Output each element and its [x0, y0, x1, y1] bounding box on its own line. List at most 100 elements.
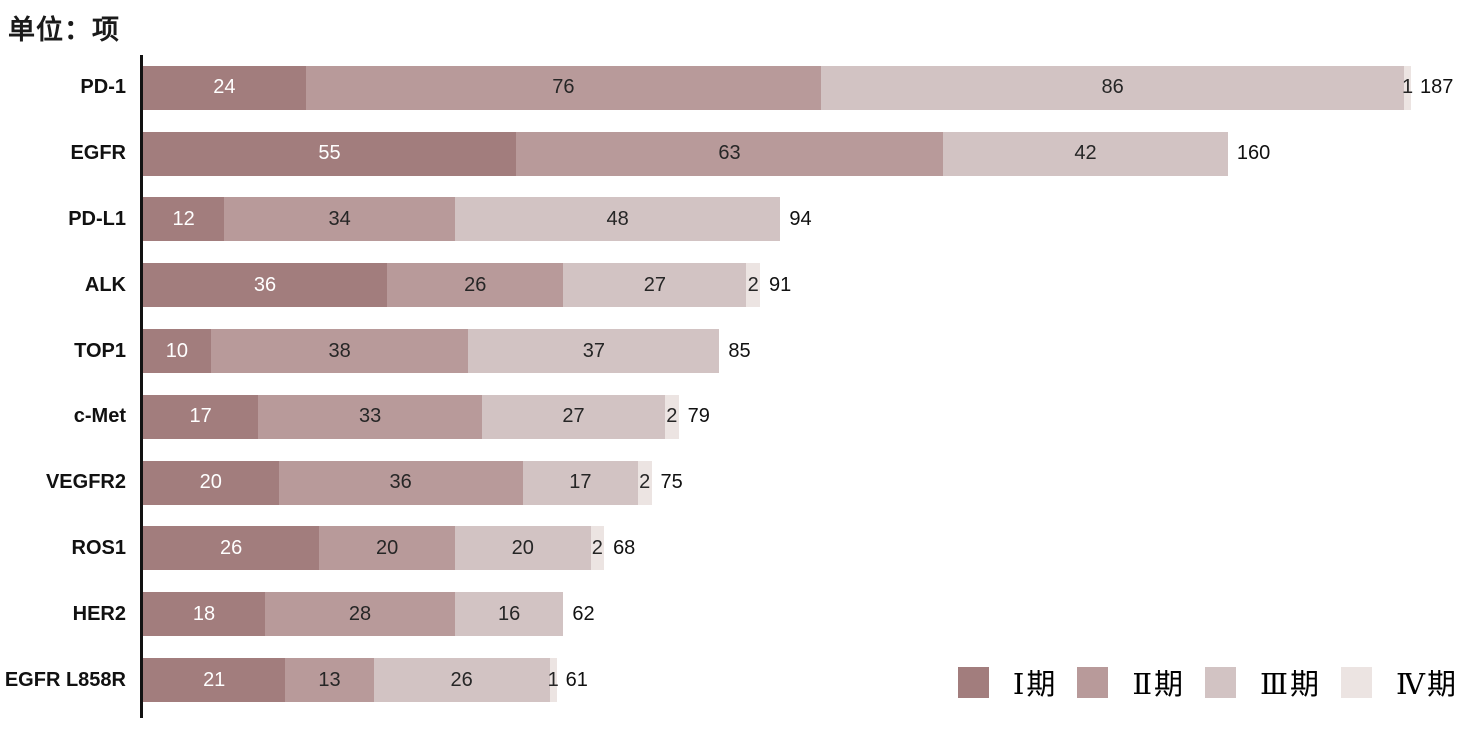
category-label: ROS1 — [71, 536, 126, 559]
segment-value-label: 36 — [389, 471, 412, 494]
legend: Ⅰ期 Ⅱ期 Ⅲ期 Ⅳ期 — [957, 661, 1458, 703]
segment-value-label: 16 — [498, 602, 521, 625]
category-label: c-Met — [73, 405, 126, 428]
legend-label: Ⅳ期 — [1396, 667, 1458, 701]
legend-label: Ⅱ期 — [1132, 667, 1186, 701]
bar-row: EGFR 55 63 42 160 — [0, 121, 1474, 187]
segment-value-label: 24 — [213, 76, 236, 99]
segment-value-label: 17 — [569, 471, 592, 494]
bar-segment-phase1: 20 — [143, 460, 279, 505]
segment-value-label: 20 — [375, 536, 399, 559]
category-label: PD-1 — [80, 76, 126, 99]
bar-segment-phase3: 27 — [482, 394, 666, 439]
legend-swatch-phase4 — [1341, 666, 1373, 698]
segment-value-label: 27 — [562, 405, 585, 428]
category-label: TOP1 — [74, 339, 126, 362]
segment-value-label: 76 — [552, 76, 575, 99]
bar-row: ALK 36 26 27 2 91 — [0, 252, 1474, 318]
bar-segment-phase2: 36 — [278, 460, 523, 505]
bar-row: ROS1 26 20 20 2 68 — [0, 516, 1474, 582]
category-label: ALK — [84, 273, 126, 296]
segment-value-label: 2 — [639, 471, 651, 494]
stacked-bar: 24 76 86 1 — [143, 65, 1414, 110]
bar-row: HER2 18 28 16 62 — [0, 581, 1474, 647]
total-label: 68 — [613, 536, 636, 559]
total-label: 160 — [1236, 142, 1271, 165]
segment-value-label: 2 — [591, 536, 603, 559]
bar-segment-phase4: 2 — [665, 394, 679, 439]
segment-value-label: 33 — [359, 405, 382, 428]
total-label: 85 — [728, 339, 751, 362]
stacked-bar: 55 63 42 — [143, 131, 1228, 176]
bar-segment-phase3: 37 — [468, 329, 720, 374]
bar-segment-phase3: 26 — [373, 658, 550, 703]
total-label: 79 — [687, 405, 710, 428]
segment-value-label: 10 — [165, 339, 189, 362]
category-label: EGFR L858R — [4, 668, 126, 691]
total-label: 62 — [572, 602, 595, 625]
stacked-bar: 17 33 27 2 — [143, 394, 679, 439]
stacked-bar: 36 26 27 2 — [143, 263, 761, 308]
bar-rows: PD-1 24 76 86 1 187 EGFR 55 63 42 160 PD-L1 12 34 48 94… — [0, 55, 1474, 713]
category-label: VEGFR2 — [45, 471, 126, 494]
category-label: EGFR — [70, 142, 126, 165]
segment-value-label: 13 — [318, 668, 341, 691]
segment-value-label: 18 — [192, 602, 216, 625]
bar-segment-phase1: 18 — [143, 592, 266, 637]
segment-value-label: 20 — [199, 471, 222, 494]
legend-item-phase1: Ⅰ期 — [957, 661, 1057, 703]
bar-row: c-Met 17 33 27 2 79 — [0, 384, 1474, 450]
stacked-bar: 10 38 37 — [143, 329, 720, 374]
bar-segment-phase4: 1 — [548, 658, 559, 703]
total-label: 75 — [660, 471, 683, 494]
bar-segment-phase1: 26 — [143, 526, 320, 571]
bar-segment-phase4: 2 — [746, 263, 761, 308]
y-axis-line — [140, 55, 143, 718]
bar-row: PD-1 24 76 86 1 187 — [0, 55, 1474, 121]
total-label: 91 — [769, 273, 792, 296]
bar-segment-phase2: 38 — [210, 329, 469, 374]
bar-segment-phase2: 33 — [258, 394, 483, 439]
bar-segment-phase1: 55 — [143, 131, 516, 176]
bar-row: VEGFR2 20 36 17 2 75 — [0, 450, 1474, 516]
segment-value-label: 2 — [747, 273, 759, 296]
bar-segment-phase3: 48 — [454, 197, 781, 242]
bar-segment-phase2: 34 — [224, 197, 455, 242]
legend-swatch-phase1 — [957, 666, 989, 698]
bar-segment-phase2: 28 — [265, 592, 455, 637]
stacked-bar: 12 34 48 — [143, 197, 781, 242]
bar-segment-phase2: 63 — [515, 131, 944, 176]
legend-item-phase3: Ⅲ期 — [1205, 661, 1321, 703]
segment-value-label: 17 — [189, 405, 212, 428]
bar-segment-phase4: 2 — [590, 526, 605, 571]
category-label: HER2 — [72, 602, 126, 625]
segment-value-label: 36 — [253, 273, 277, 296]
segment-value-label: 26 — [450, 668, 473, 691]
bar-segment-phase3: 17 — [522, 460, 638, 505]
legend-swatch-phase2 — [1077, 666, 1109, 698]
total-label: 187 — [1419, 76, 1454, 99]
bar-segment-phase3: 20 — [454, 526, 591, 571]
bar-segment-phase1: 12 — [143, 197, 225, 242]
segment-value-label: 55 — [318, 142, 341, 165]
bar-segment-phase4: 2 — [637, 460, 652, 505]
segment-value-label: 34 — [328, 207, 351, 230]
bar-segment-phase2: 26 — [387, 263, 564, 308]
bar-segment-phase1: 36 — [143, 263, 388, 308]
segment-value-label: 1 — [1402, 76, 1414, 99]
bar-segment-phase1: 21 — [143, 658, 286, 703]
bar-segment-phase3: 16 — [454, 592, 564, 637]
segment-value-label: 86 — [1101, 76, 1124, 99]
segment-value-label: 37 — [582, 339, 606, 362]
segment-value-label: 20 — [511, 536, 534, 559]
legend-item-phase4: Ⅳ期 — [1341, 661, 1458, 703]
segment-value-label: 27 — [643, 273, 667, 296]
unit-label: 单位：项 — [8, 15, 120, 45]
segment-value-label: 12 — [172, 207, 195, 230]
segment-value-label: 48 — [606, 207, 629, 230]
bar-segment-phase2: 76 — [305, 65, 822, 110]
stacked-bar: 20 36 17 2 — [143, 460, 652, 505]
segment-value-label: 63 — [718, 142, 741, 165]
bar-segment-phase1: 24 — [143, 65, 306, 110]
segment-value-label: 26 — [464, 273, 487, 296]
